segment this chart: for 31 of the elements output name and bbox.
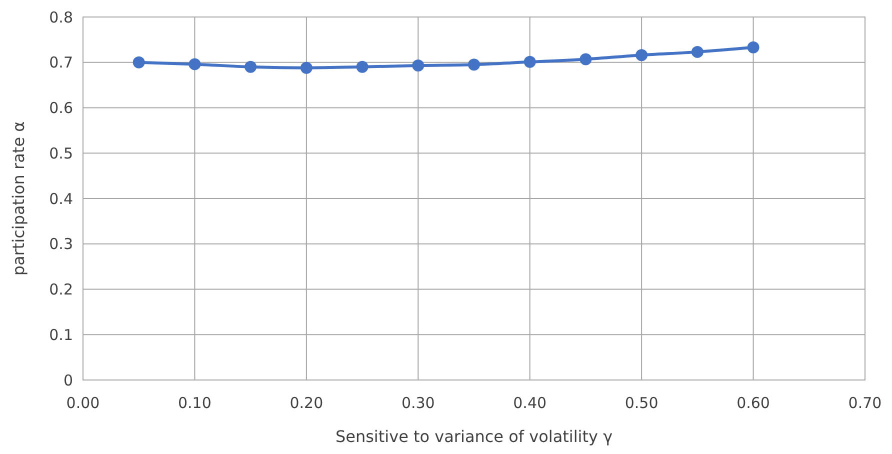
y-tick-label: 0.4 xyxy=(49,190,73,208)
x-tick-label: 0.20 xyxy=(290,394,324,412)
point xyxy=(188,58,201,70)
y-tick-label: 0 xyxy=(63,371,73,390)
point xyxy=(356,60,368,73)
y-tick-label: 0.3 xyxy=(49,235,73,254)
point xyxy=(636,49,648,62)
x-tick-label: 0.50 xyxy=(624,394,658,412)
x-tick-label: 0.40 xyxy=(513,394,547,412)
point xyxy=(691,46,704,58)
point xyxy=(747,41,760,54)
y-tick-label: 0.2 xyxy=(49,280,73,298)
x-tick-label: 0.30 xyxy=(401,394,435,412)
point xyxy=(580,53,592,66)
point xyxy=(468,58,480,71)
x-tick-label: 0.10 xyxy=(178,394,212,412)
x-tick-label: 0.70 xyxy=(848,394,882,412)
y-tick-label: 0.7 xyxy=(49,54,73,72)
y-tick-label: 0.6 xyxy=(49,99,73,117)
y-tick-label: 0.1 xyxy=(49,326,73,344)
y-tick-label: 0.5 xyxy=(49,144,73,162)
x-tick-label: 0.60 xyxy=(736,394,770,412)
point xyxy=(300,62,312,74)
y-axis-title: participation rate α xyxy=(9,121,28,276)
point xyxy=(524,56,536,68)
x-tick-label: 0.00 xyxy=(66,394,100,412)
point xyxy=(244,60,257,73)
x-axis-title: Sensitive to variance of volatility γ xyxy=(335,427,613,446)
point xyxy=(132,56,145,68)
point xyxy=(412,60,424,72)
y-tick-label: 0.8 xyxy=(49,8,73,26)
